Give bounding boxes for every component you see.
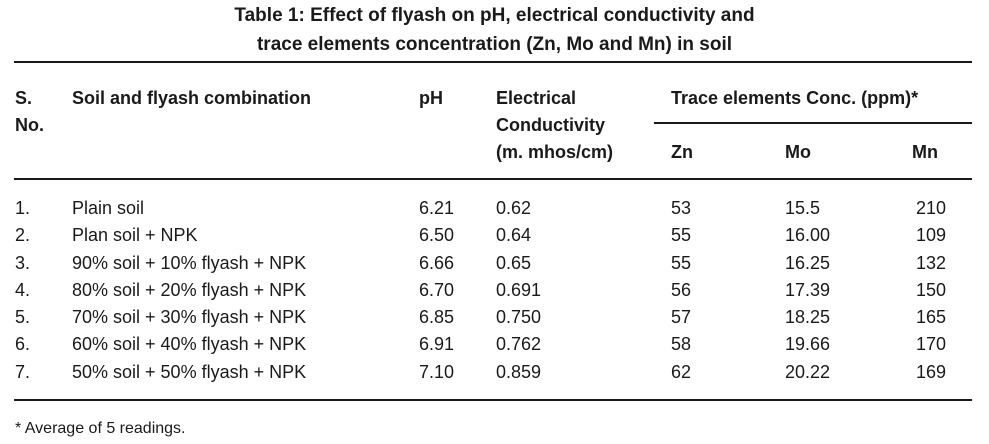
cell-sno: 7. [15, 362, 31, 382]
cell-mo: 17.39 [785, 280, 831, 300]
bottom-rule [14, 399, 972, 401]
cell-combination: 80% soil + 20% flyash + NPK [72, 280, 307, 300]
cell-sno: 5. [15, 307, 31, 327]
header-zn: Zn [671, 142, 693, 162]
cell-combination: Plan soil + NPK [72, 225, 198, 245]
cell-ec: 0.62 [496, 198, 532, 218]
cell-mo: 16.25 [785, 253, 831, 273]
cell-mo: 16.00 [785, 225, 831, 245]
cell-ec: 0.762 [496, 334, 542, 354]
header-trace-elements: Trace elements Conc. (ppm)* [671, 88, 919, 108]
cell-mn: 132 [915, 253, 946, 273]
cell-mo: 20.22 [785, 362, 831, 382]
cell-combination: Plain soil [72, 198, 145, 218]
cell-zn: 62 [671, 362, 692, 382]
header-sno-line-1: S. [15, 88, 33, 108]
cell-ph: 6.50 [419, 225, 455, 245]
cell-ph: 6.21 [419, 198, 455, 218]
cell-sno: 3. [15, 253, 31, 273]
cell-combination: 90% soil + 10% flyash + NPK [72, 253, 307, 273]
cell-ph: 6.70 [419, 280, 455, 300]
cell-ec: 0.750 [496, 307, 542, 327]
cell-mn: 165 [915, 307, 946, 327]
cell-ec: 0.859 [496, 362, 542, 382]
header-combination: Soil and flyash combination [72, 88, 312, 108]
cell-ec: 0.691 [496, 280, 542, 300]
cell-combination: 60% soil + 40% flyash + NPK [72, 334, 307, 354]
cell-sno: 6. [15, 334, 31, 354]
cell-ph: 6.85 [419, 307, 455, 327]
trace-subheader-rule [654, 122, 972, 124]
cell-mn: 169 [915, 362, 946, 382]
cell-sno: 1. [15, 198, 31, 218]
header-ec-line-1: Electrical [496, 88, 577, 108]
cell-zn: 55 [671, 225, 692, 245]
cell-combination: 70% soil + 30% flyash + NPK [72, 307, 307, 327]
cell-mn: 150 [915, 280, 946, 300]
header-ec-line-2: Conductivity [496, 115, 606, 135]
cell-combination: 50% soil + 50% flyash + NPK [72, 362, 307, 382]
header-mn: Mn [912, 142, 938, 162]
cell-mo: 19.66 [785, 334, 831, 354]
cell-ec: 0.65 [496, 253, 532, 273]
top-rule [14, 61, 972, 63]
cell-zn: 55 [671, 253, 692, 273]
cell-zn: 56 [671, 280, 692, 300]
cell-mn: 170 [915, 334, 946, 354]
cell-sno: 4. [15, 280, 31, 300]
cell-zn: 53 [671, 198, 692, 218]
table-title-line-2: trace elements concentration (Zn, Mo and… [256, 34, 733, 55]
cell-mn: 210 [915, 198, 946, 218]
header-ph: pH [419, 88, 443, 108]
cell-mo: 15.5 [785, 198, 821, 218]
cell-ec: 0.64 [496, 225, 532, 245]
header-mo: Mo [785, 142, 811, 162]
cell-zn: 57 [671, 307, 692, 327]
cell-ph: 6.91 [419, 334, 455, 354]
cell-mn: 109 [915, 225, 946, 245]
cell-mo: 18.25 [785, 307, 831, 327]
cell-sno: 2. [15, 225, 31, 245]
header-sno-line-2: No. [15, 115, 44, 135]
cell-ph: 7.10 [419, 362, 455, 382]
cell-zn: 58 [671, 334, 692, 354]
cell-ph: 6.66 [419, 253, 455, 273]
header-rule [14, 178, 972, 180]
header-ec-line-3: (m. mhos/cm) [496, 142, 614, 162]
table-footnote: * Average of 5 readings. [15, 420, 186, 437]
table-title-line-1: Table 1: Effect of flyash on pH, electri… [234, 5, 755, 26]
